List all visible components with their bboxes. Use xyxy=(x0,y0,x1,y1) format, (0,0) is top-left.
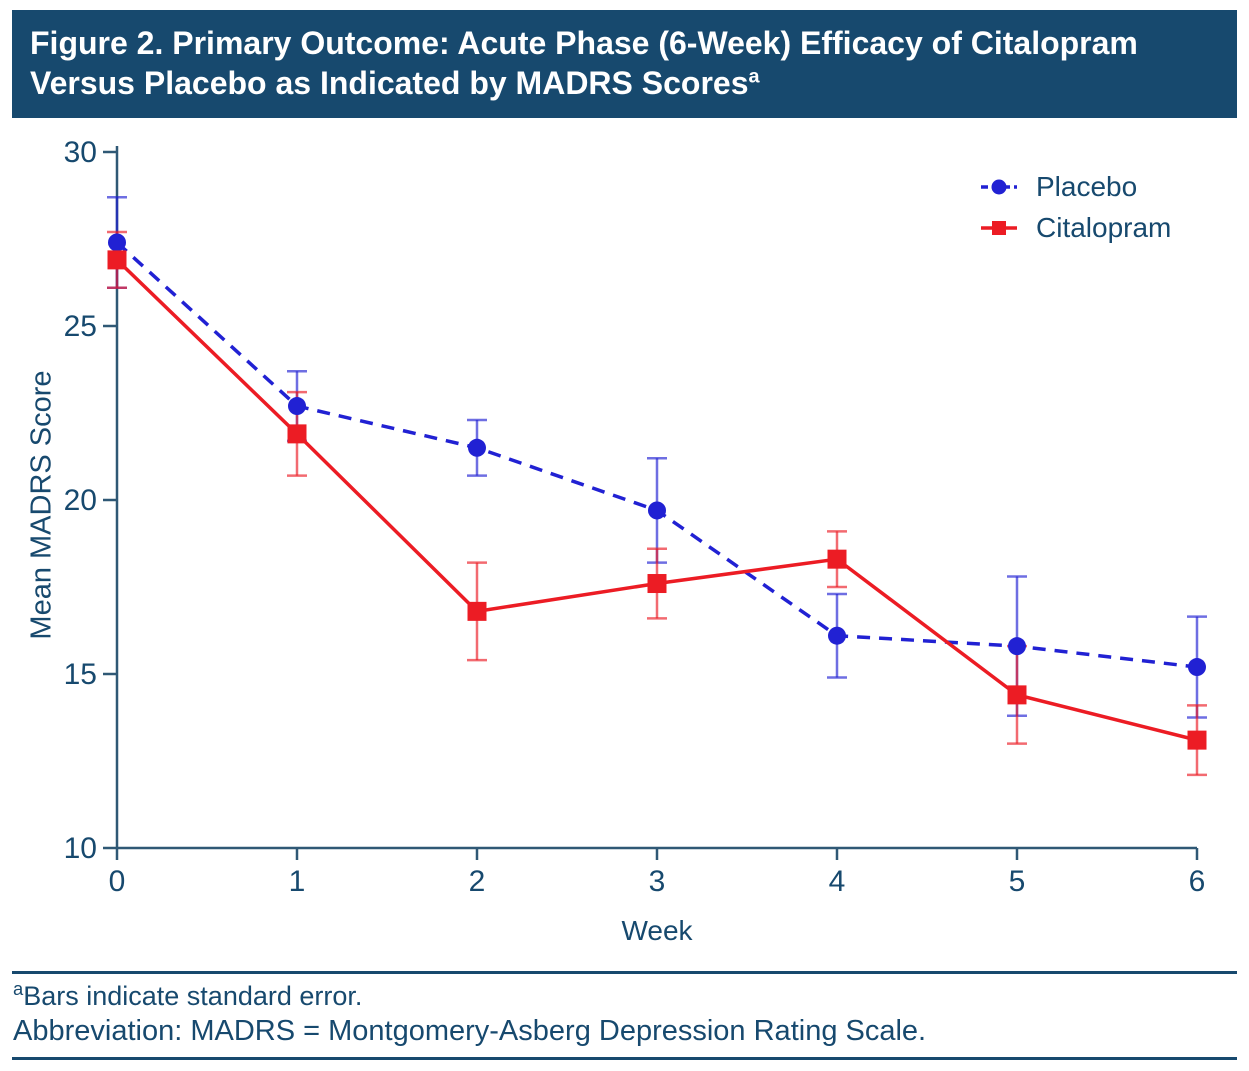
x-tick-label: 4 xyxy=(829,865,846,898)
x-tick-label: 1 xyxy=(289,865,306,898)
figure-title-bar: Figure 2. Primary Outcome: Acute Phase (… xyxy=(12,10,1237,118)
y-tick-label: 15 xyxy=(64,658,97,691)
figure-title-footnote-marker: a xyxy=(748,65,760,88)
legend-item-placebo: Placebo xyxy=(980,166,1171,207)
citalopram-swatch-icon xyxy=(981,220,1017,235)
y-tick-label: 25 xyxy=(64,310,97,343)
citalopram-point xyxy=(1007,685,1027,705)
citalopram-point xyxy=(467,601,487,621)
abbreviation-note: Abbreviation: MADRS = Montgomery-Asberg … xyxy=(13,1015,927,1047)
x-axis-title: Week xyxy=(621,915,693,946)
x-tick-label: 0 xyxy=(109,865,126,898)
legend: Placebo Citalopram xyxy=(980,166,1171,248)
citalopram-point xyxy=(827,549,847,569)
citalopram-point xyxy=(107,250,127,270)
placebo-swatch-icon xyxy=(981,179,1017,194)
x-tick-label: 2 xyxy=(469,865,486,898)
placebo-point xyxy=(1188,658,1206,677)
footer-top-rule xyxy=(12,971,1237,974)
x-tick-label: 6 xyxy=(1189,865,1206,898)
figure-title-line2-text: Versus Placebo as Indicated by MADRS Sco… xyxy=(30,65,749,101)
y-axis-title: Mean MADRS Score xyxy=(25,370,58,640)
figure-title-line2: Versus Placebo as Indicated by MADRS Sco… xyxy=(30,63,1219,103)
x-tick-label: 5 xyxy=(1009,865,1026,898)
legend-label-citalopram: Citalopram xyxy=(1036,211,1172,243)
figure-title-line1: Figure 2. Primary Outcome: Acute Phase (… xyxy=(30,25,1138,61)
footer-bottom-rule xyxy=(12,1057,1237,1060)
citalopram-point xyxy=(287,424,307,444)
legend-item-citalopram: Citalopram xyxy=(980,207,1171,248)
placebo-point xyxy=(288,397,306,416)
footnote: aBars indicate standard error. xyxy=(13,978,363,1012)
placebo-point xyxy=(828,626,846,645)
citalopram-point xyxy=(1187,730,1207,750)
placebo-point xyxy=(1008,637,1026,656)
x-tick-label: 3 xyxy=(649,865,666,898)
placebo-point xyxy=(468,438,486,457)
citalopram-point xyxy=(647,574,667,594)
footnote-marker: a xyxy=(13,978,24,999)
y-tick-label: 20 xyxy=(64,484,97,517)
y-tick-label: 10 xyxy=(64,832,97,865)
y-tick-label: 30 xyxy=(64,136,97,169)
placebo-point xyxy=(648,501,666,520)
placebo-point xyxy=(108,233,126,252)
footnote-text: Bars indicate standard error. xyxy=(23,981,363,1011)
legend-label-placebo: Placebo xyxy=(1036,170,1138,202)
